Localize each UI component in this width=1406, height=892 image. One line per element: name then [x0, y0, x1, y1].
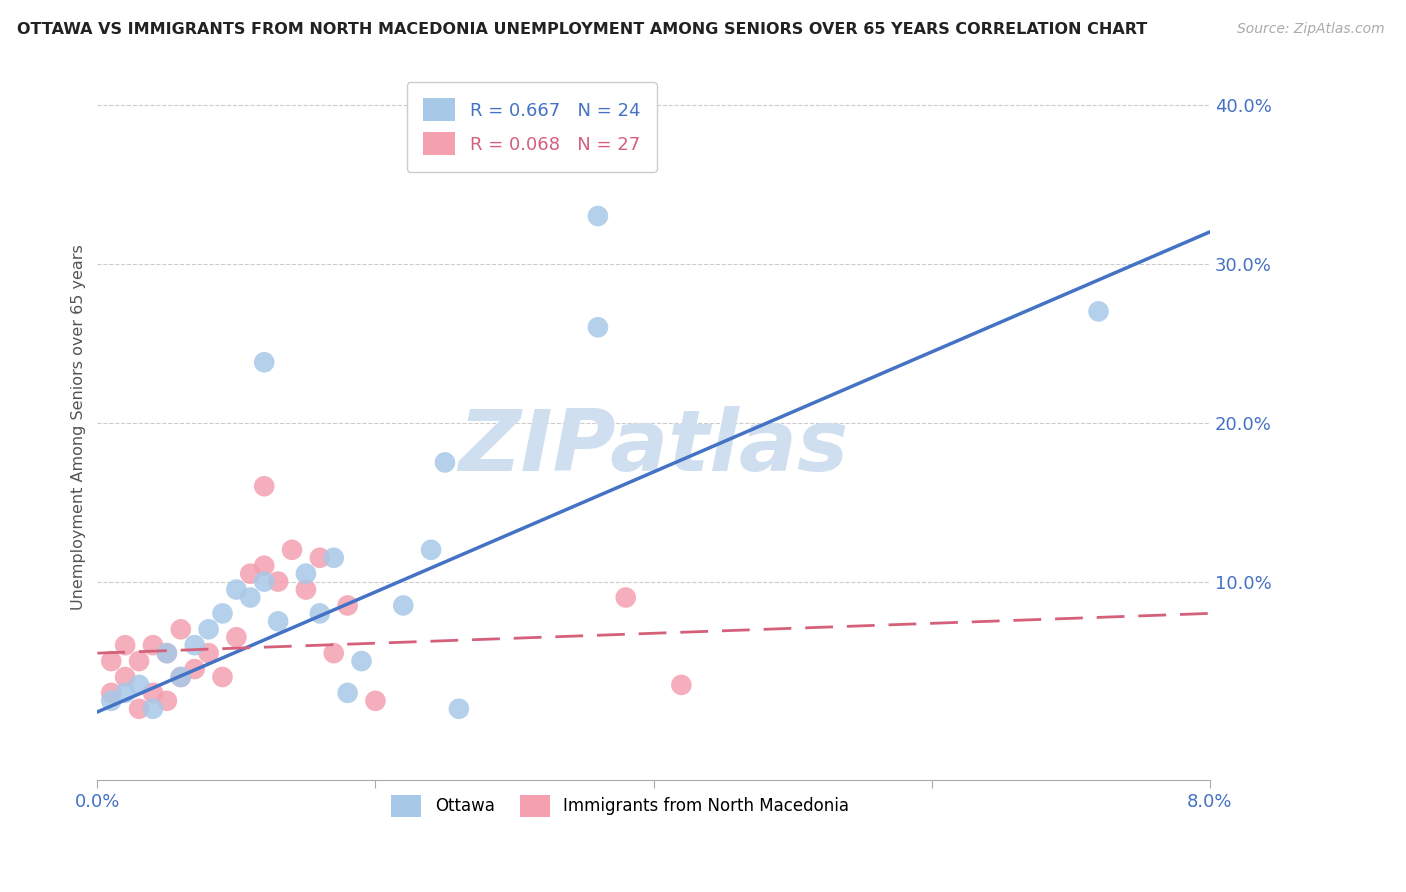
Point — [211, 607, 233, 621]
Text: Source: ZipAtlas.com: Source: ZipAtlas.com — [1237, 22, 1385, 37]
Point — [100, 654, 122, 668]
Point — [336, 599, 359, 613]
Point — [433, 455, 456, 469]
Point — [128, 678, 150, 692]
Point — [197, 622, 219, 636]
Point — [295, 566, 318, 581]
Point — [253, 479, 276, 493]
Point — [128, 654, 150, 668]
Point — [239, 566, 262, 581]
Point — [447, 702, 470, 716]
Point — [114, 638, 136, 652]
Text: ZIPatlas: ZIPatlas — [458, 407, 849, 490]
Point — [253, 355, 276, 369]
Point — [156, 646, 179, 660]
Point — [364, 694, 387, 708]
Point — [586, 320, 609, 334]
Point — [336, 686, 359, 700]
Point — [322, 646, 344, 660]
Point — [420, 542, 443, 557]
Point — [128, 702, 150, 716]
Point — [183, 638, 205, 652]
Point — [211, 670, 233, 684]
Point — [142, 686, 165, 700]
Point — [586, 209, 609, 223]
Point — [114, 670, 136, 684]
Text: OTTAWA VS IMMIGRANTS FROM NORTH MACEDONIA UNEMPLOYMENT AMONG SENIORS OVER 65 YEA: OTTAWA VS IMMIGRANTS FROM NORTH MACEDONI… — [17, 22, 1147, 37]
Point — [156, 646, 179, 660]
Point — [197, 646, 219, 660]
Point — [253, 558, 276, 573]
Point — [142, 638, 165, 652]
Point — [100, 686, 122, 700]
Point — [322, 550, 344, 565]
Point — [267, 574, 290, 589]
Point — [156, 694, 179, 708]
Point — [253, 574, 276, 589]
Point — [614, 591, 637, 605]
Point — [671, 678, 693, 692]
Point — [100, 694, 122, 708]
Point — [1087, 304, 1109, 318]
Point — [239, 591, 262, 605]
Point — [225, 630, 247, 644]
Point — [295, 582, 318, 597]
Point — [142, 702, 165, 716]
Point — [225, 582, 247, 597]
Point — [281, 542, 304, 557]
Point — [183, 662, 205, 676]
Legend: Ottawa, Immigrants from North Macedonia: Ottawa, Immigrants from North Macedonia — [382, 787, 858, 825]
Point — [170, 670, 193, 684]
Point — [392, 599, 415, 613]
Point — [350, 654, 373, 668]
Point — [114, 686, 136, 700]
Point — [267, 615, 290, 629]
Point — [308, 607, 330, 621]
Point — [170, 670, 193, 684]
Point — [170, 622, 193, 636]
Y-axis label: Unemployment Among Seniors over 65 years: Unemployment Among Seniors over 65 years — [72, 244, 86, 609]
Point — [308, 550, 330, 565]
